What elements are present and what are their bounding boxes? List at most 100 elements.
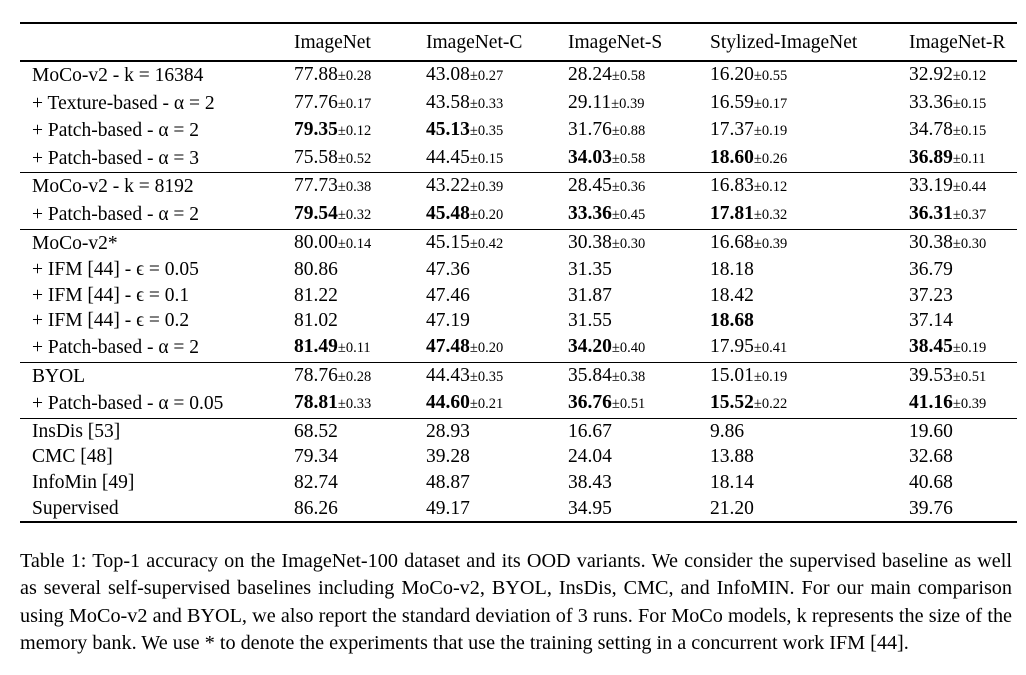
result-cell: 80.00±0.14 <box>294 229 426 257</box>
std-dev: ±0.20 <box>469 339 504 356</box>
accuracy-value: 77.73 <box>294 175 338 197</box>
accuracy-value: 47.19 <box>426 310 470 332</box>
accuracy-value: 40.68 <box>909 471 953 493</box>
accuracy-value: 33.19 <box>909 175 953 197</box>
accuracy-value: 34.03 <box>568 146 612 168</box>
result-cell: 36.89±0.11 <box>909 145 1017 173</box>
std-dev: ±0.21 <box>469 396 504 413</box>
accuracy-value: 78.81 <box>294 392 338 414</box>
std-dev: ±0.36 <box>611 179 646 196</box>
accuracy-value: 28.45 <box>568 175 612 197</box>
method-label: + IFM [44] - ϵ = 0.1 <box>32 284 190 306</box>
accuracy-value: 43.22 <box>426 175 470 197</box>
accuracy-value: 34.78 <box>909 119 953 141</box>
result-cell: 49.17 <box>426 496 568 523</box>
std-dev: ±0.17 <box>753 95 788 112</box>
accuracy-value: 44.60 <box>426 392 470 414</box>
accuracy-value: 16.59 <box>710 91 754 113</box>
row-group: MoCo-v2* 80.00±0.14 45.15±0.42 30.38±0.30 16… <box>20 229 1017 362</box>
table-row: + Patch-based - α = 2 79.54±0.32 45.48±0.2… <box>20 201 1017 229</box>
table-row: InsDis [53] 68.52 28.93 16.67 9.86 19.60 <box>20 418 1017 444</box>
result-cell: 45.13±0.35 <box>426 117 568 145</box>
result-cell: 16.59±0.17 <box>710 90 909 118</box>
method-label: + IFM [44] - ϵ = 0.2 <box>32 310 190 332</box>
std-dev: ±0.32 <box>753 206 788 223</box>
method-label: InsDis [53] <box>32 420 121 442</box>
result-cell: 47.19 <box>426 308 568 334</box>
accuracy-value: 45.15 <box>426 231 470 253</box>
accuracy-value: 78.76 <box>294 364 338 386</box>
accuracy-value: 16.67 <box>568 420 612 442</box>
result-cell: 38.43 <box>568 470 710 496</box>
result-cell: 43.22±0.39 <box>426 173 568 201</box>
method-label: + Patch-based - α = 0.05 <box>32 393 224 415</box>
std-dev: ±0.30 <box>611 235 646 252</box>
accuracy-value: 36.31 <box>909 202 953 224</box>
std-dev: ±0.30 <box>952 235 987 252</box>
result-cell: 9.86 <box>710 418 909 444</box>
result-cell: 45.15±0.42 <box>426 229 568 257</box>
result-cell: 39.28 <box>426 444 568 470</box>
result-cell: 86.26 <box>294 496 426 523</box>
table-caption: Table 1: Top-1 accuracy on the ImageNet-… <box>20 548 1012 657</box>
std-dev: ±0.38 <box>337 179 372 196</box>
result-cell: 34.95 <box>568 496 710 523</box>
result-cell: 24.04 <box>568 444 710 470</box>
result-cell: 78.76±0.28 <box>294 362 426 390</box>
accuracy-value: 21.20 <box>710 497 754 519</box>
table-row: + Patch-based - α = 3 75.58±0.52 44.45±0.1… <box>20 145 1017 173</box>
accuracy-value: 32.68 <box>909 446 953 468</box>
result-cell: 16.67 <box>568 418 710 444</box>
accuracy-value: 36.76 <box>568 392 612 414</box>
table-row: CMC [48] 79.34 39.28 24.04 13.88 32.68 <box>20 444 1017 470</box>
result-cell: 21.20 <box>710 496 909 523</box>
result-cell: 18.18 <box>710 257 909 283</box>
table-header: ImageNet ImageNet-C ImageNet-S Stylized-… <box>20 23 1017 61</box>
table-row: BYOL 78.76±0.28 44.43±0.35 35.84±0.38 15.01±… <box>20 362 1017 390</box>
result-cell: 79.34 <box>294 444 426 470</box>
std-dev: ±0.28 <box>337 368 372 385</box>
accuracy-value: 47.36 <box>426 259 470 281</box>
result-cell: 32.68 <box>909 444 1017 470</box>
header-method <box>20 23 294 61</box>
result-cell: 77.76±0.17 <box>294 90 426 118</box>
accuracy-value: 79.54 <box>294 202 338 224</box>
std-dev: ±0.37 <box>952 206 987 223</box>
table-row: MoCo-v2 - k = 16384 77.88±0.28 43.08±0.27 2… <box>20 61 1017 90</box>
method-label: + Patch-based - α = 2 <box>32 203 200 225</box>
std-dev: ±0.41 <box>753 339 788 356</box>
result-cell: 79.35±0.12 <box>294 117 426 145</box>
accuracy-value: 81.02 <box>294 310 338 332</box>
accuracy-value: 18.18 <box>710 259 754 281</box>
accuracy-value: 37.14 <box>909 310 953 332</box>
std-dev: ±0.33 <box>337 396 372 413</box>
std-dev: ±0.32 <box>337 206 372 223</box>
accuracy-value: 38.43 <box>568 471 612 493</box>
result-cell: 28.93 <box>426 418 568 444</box>
accuracy-value: 17.95 <box>710 335 754 357</box>
std-dev: ±0.40 <box>611 339 646 356</box>
std-dev: ±0.52 <box>337 150 372 167</box>
std-dev: ±0.39 <box>469 179 504 196</box>
row-group: BYOL 78.76±0.28 44.43±0.35 35.84±0.38 15.01±… <box>20 362 1017 418</box>
std-dev: ±0.26 <box>753 150 788 167</box>
results-table: ImageNet ImageNet-C ImageNet-S Stylized-… <box>20 22 1017 523</box>
result-cell: 47.46 <box>426 283 568 309</box>
result-cell: 43.58±0.33 <box>426 90 568 118</box>
accuracy-value: 43.58 <box>426 91 470 113</box>
accuracy-value: 9.86 <box>710 420 745 442</box>
accuracy-value: 86.26 <box>294 497 338 519</box>
result-cell: 80.86 <box>294 257 426 283</box>
accuracy-value: 47.48 <box>426 335 470 357</box>
accuracy-value: 31.55 <box>568 310 612 332</box>
std-dev: ±0.19 <box>952 339 987 356</box>
accuracy-value: 36.79 <box>909 259 953 281</box>
result-cell: 34.20±0.40 <box>568 334 710 362</box>
accuracy-value: 17.37 <box>710 119 754 141</box>
accuracy-value: 30.38 <box>568 231 612 253</box>
result-cell: 68.52 <box>294 418 426 444</box>
accuracy-value: 16.68 <box>710 231 754 253</box>
result-cell: 79.54±0.32 <box>294 201 426 229</box>
result-cell: 16.68±0.39 <box>710 229 909 257</box>
